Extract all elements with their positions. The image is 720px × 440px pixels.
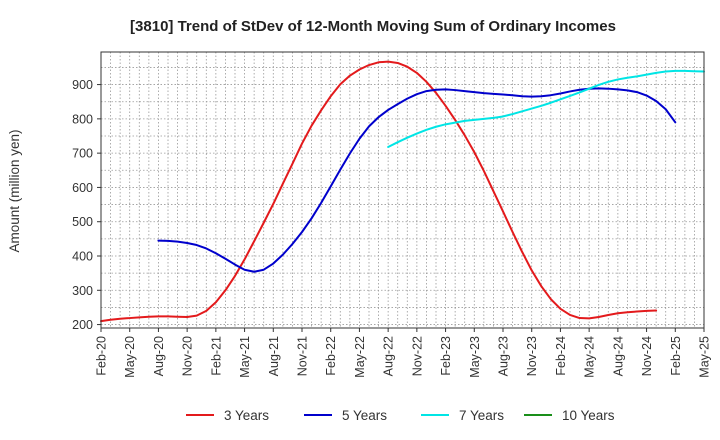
x-tick-label: Aug-20 xyxy=(152,336,166,376)
x-tick-label: Feb-22 xyxy=(324,336,338,376)
x-tick-label: May-20 xyxy=(123,336,137,378)
y-tick-label: 500 xyxy=(72,215,93,229)
series-line-3-years xyxy=(100,60,658,323)
x-tick-label: Feb-24 xyxy=(554,336,568,376)
y-axis-title: Amount (million yen) xyxy=(7,129,22,252)
series-layer xyxy=(100,60,705,323)
y-tick-label: 200 xyxy=(72,318,93,332)
x-tick-label: Aug-23 xyxy=(497,336,511,376)
chart-title: [3810] Trend of StDev of 12-Month Moving… xyxy=(130,18,616,35)
x-axis: Feb-20 May-20 Aug-20 Nov-20 Feb-21 May-21 Aug-… xyxy=(95,328,712,378)
x-tick-label: May-21 xyxy=(238,336,252,378)
x-tick-label: Feb-21 xyxy=(209,336,223,376)
x-tick-label: May-25 xyxy=(698,336,712,378)
y-tick-label: 300 xyxy=(72,284,93,298)
x-tick-label: Feb-25 xyxy=(669,336,683,376)
x-tick-label: Aug-21 xyxy=(267,336,281,376)
x-tick-label: Nov-20 xyxy=(181,336,195,376)
y-tick-label: 700 xyxy=(72,147,93,161)
grid xyxy=(101,52,704,328)
plot-frame xyxy=(100,51,705,329)
legend-label-3-years: 3 Years xyxy=(224,408,269,423)
y-tick-label: 900 xyxy=(72,78,93,92)
y-tick-label: 600 xyxy=(72,181,93,195)
series-line-7-years xyxy=(387,69,705,148)
legend-label-5-years: 5 Years xyxy=(342,408,387,423)
x-tick-label: Aug-24 xyxy=(611,336,625,376)
x-tick-label: Aug-22 xyxy=(382,336,396,376)
x-tick-label: May-23 xyxy=(468,336,482,378)
legend-label-10-years: 10 Years xyxy=(562,408,615,423)
x-tick-label: Nov-22 xyxy=(410,336,424,376)
x-tick-label: Nov-21 xyxy=(296,336,310,376)
x-tick-label: May-22 xyxy=(353,336,367,378)
y-axis: 200 300 400 500 600 700 800 900 xyxy=(72,78,101,332)
x-tick-label: Nov-23 xyxy=(525,336,539,376)
x-tick-label: Feb-23 xyxy=(439,336,453,376)
plot-area xyxy=(101,52,704,328)
y-tick-label: 400 xyxy=(72,250,93,264)
legend-label-7-years: 7 Years xyxy=(459,408,504,423)
x-tick-label: Feb-20 xyxy=(95,336,109,376)
legend: 3 Years 5 Years 7 Years 10 Years xyxy=(186,408,615,423)
x-tick-label: May-24 xyxy=(583,336,597,378)
x-tick-label: Nov-24 xyxy=(640,336,654,376)
y-tick-label: 800 xyxy=(72,112,93,126)
